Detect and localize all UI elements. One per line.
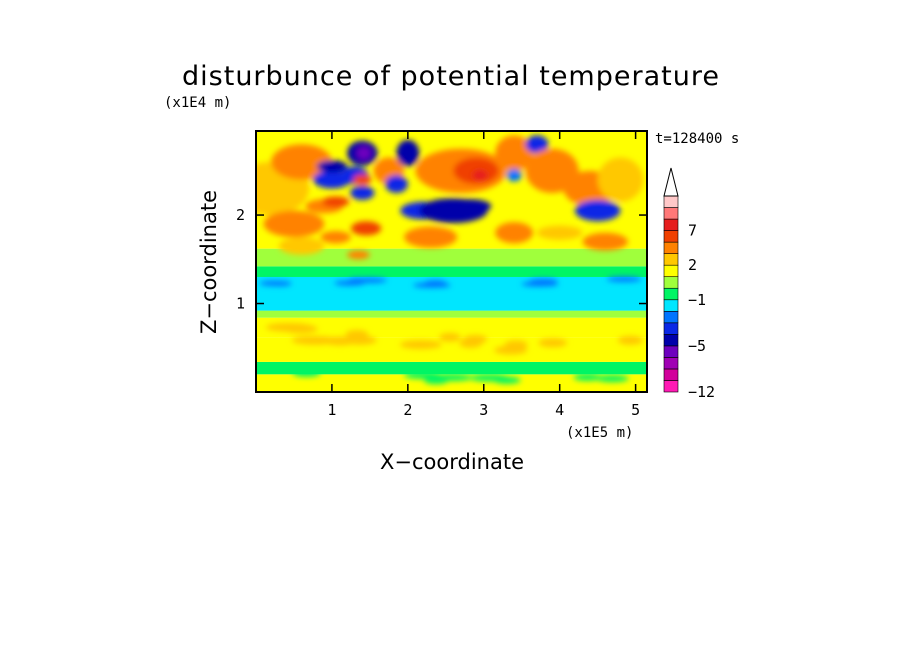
field-anomaly — [350, 185, 375, 201]
colorbar-label: −12 — [688, 383, 715, 401]
field-anomaly — [345, 329, 369, 339]
field-anomaly — [278, 237, 325, 255]
field-layer — [256, 266, 647, 277]
field-anomaly — [265, 322, 314, 332]
colorbar-swatch — [663, 334, 679, 347]
field-anomaly — [595, 374, 629, 383]
colorbar-swatch — [663, 380, 679, 393]
field-anomaly — [495, 135, 534, 171]
field-layer — [256, 310, 647, 318]
field-anomaly — [430, 373, 473, 382]
x-tick-label: 5 — [631, 401, 640, 419]
x-tick-label: 2 — [403, 401, 412, 419]
contour-field — [256, 131, 647, 392]
y-tick-label: 1 — [236, 295, 245, 313]
colorbar-label: −1 — [688, 291, 706, 309]
field-anomaly — [385, 175, 408, 193]
field-anomaly — [316, 160, 348, 173]
field-anomaly — [525, 135, 549, 154]
colorbar-swatch — [663, 345, 679, 358]
field-anomaly — [459, 338, 482, 348]
colorbar-swatch — [663, 195, 679, 208]
field-anomaly — [263, 210, 325, 238]
axis-ticks: 1 2 3 4 5 1 2 — [236, 131, 647, 419]
colorbar-swatch — [663, 357, 679, 370]
field-anomaly — [597, 157, 644, 202]
field-anomaly — [399, 340, 442, 350]
colorbar-swatch — [663, 322, 679, 335]
colorbar-swatch — [663, 264, 679, 278]
field-anomaly — [525, 148, 579, 193]
colorbar-swatch — [663, 230, 679, 243]
field-anomaly — [536, 225, 583, 240]
field-anomaly — [617, 335, 644, 345]
colorbar-swatch — [663, 276, 679, 289]
colorbar: −12−5−127 — [663, 167, 715, 401]
colorbar-swatch — [663, 207, 679, 220]
chart-title: disturbunce of potential temperature — [182, 61, 720, 92]
colorbar-swatch — [663, 287, 679, 301]
field-anomaly — [495, 222, 534, 244]
colorbar-swatch — [663, 253, 679, 266]
y-tick-label: 2 — [236, 206, 245, 224]
x-tick-label: 4 — [555, 401, 564, 419]
field-anomaly — [472, 169, 488, 181]
field-anomaly — [506, 169, 522, 182]
colorbar-label: 7 — [688, 222, 697, 240]
field-layer — [256, 374, 647, 392]
field-anomalies — [256, 135, 644, 385]
x-tick-label: 3 — [479, 401, 488, 419]
plot-frame — [255, 130, 648, 393]
y-axis-label: Z−coordinate — [197, 190, 221, 334]
field-layer — [256, 361, 647, 375]
field-anomaly — [259, 280, 289, 286]
colorbar-swatch — [663, 218, 679, 231]
field-anomaly — [350, 221, 382, 236]
field-anomaly — [334, 280, 365, 286]
field-anomaly — [492, 376, 521, 384]
field-anomaly — [347, 250, 370, 260]
colorbar-extend-arrow — [663, 167, 679, 197]
field-anomaly — [445, 199, 492, 214]
x-tick-label: 1 — [327, 401, 336, 419]
colorbar-label: −5 — [688, 337, 706, 355]
field-layer — [256, 276, 647, 311]
field-anomaly — [606, 276, 642, 282]
field-anomaly — [404, 226, 458, 248]
field-anomaly — [396, 139, 420, 167]
field-anomaly — [521, 281, 559, 287]
field-anomaly — [353, 174, 372, 185]
colorbar-swatch — [663, 368, 679, 381]
field-anomaly — [292, 369, 321, 377]
time-label: t=128400 s — [655, 131, 739, 147]
field-anomaly — [322, 196, 350, 208]
colorbar-swatch — [663, 241, 679, 254]
y-unit-label: (x1E4 m) — [164, 95, 231, 111]
field-anomaly — [356, 146, 371, 160]
field-anomaly — [322, 336, 358, 346]
colorbar-label: 2 — [688, 256, 697, 274]
field-anomaly — [439, 332, 461, 342]
field-anomaly — [271, 144, 332, 180]
x-axis-label: X−coordinate — [380, 450, 524, 474]
field-anomaly — [574, 200, 621, 222]
field-anomaly — [538, 338, 568, 348]
colorbar-swatch — [663, 299, 679, 312]
colorbar-swatch — [663, 310, 679, 324]
field-anomaly — [504, 340, 528, 350]
field-anomaly — [413, 282, 451, 288]
field-anomaly — [573, 373, 602, 381]
field-anomaly — [582, 232, 629, 251]
field-anomaly — [320, 230, 351, 244]
x-unit-label: (x1E5 m) — [566, 425, 633, 441]
